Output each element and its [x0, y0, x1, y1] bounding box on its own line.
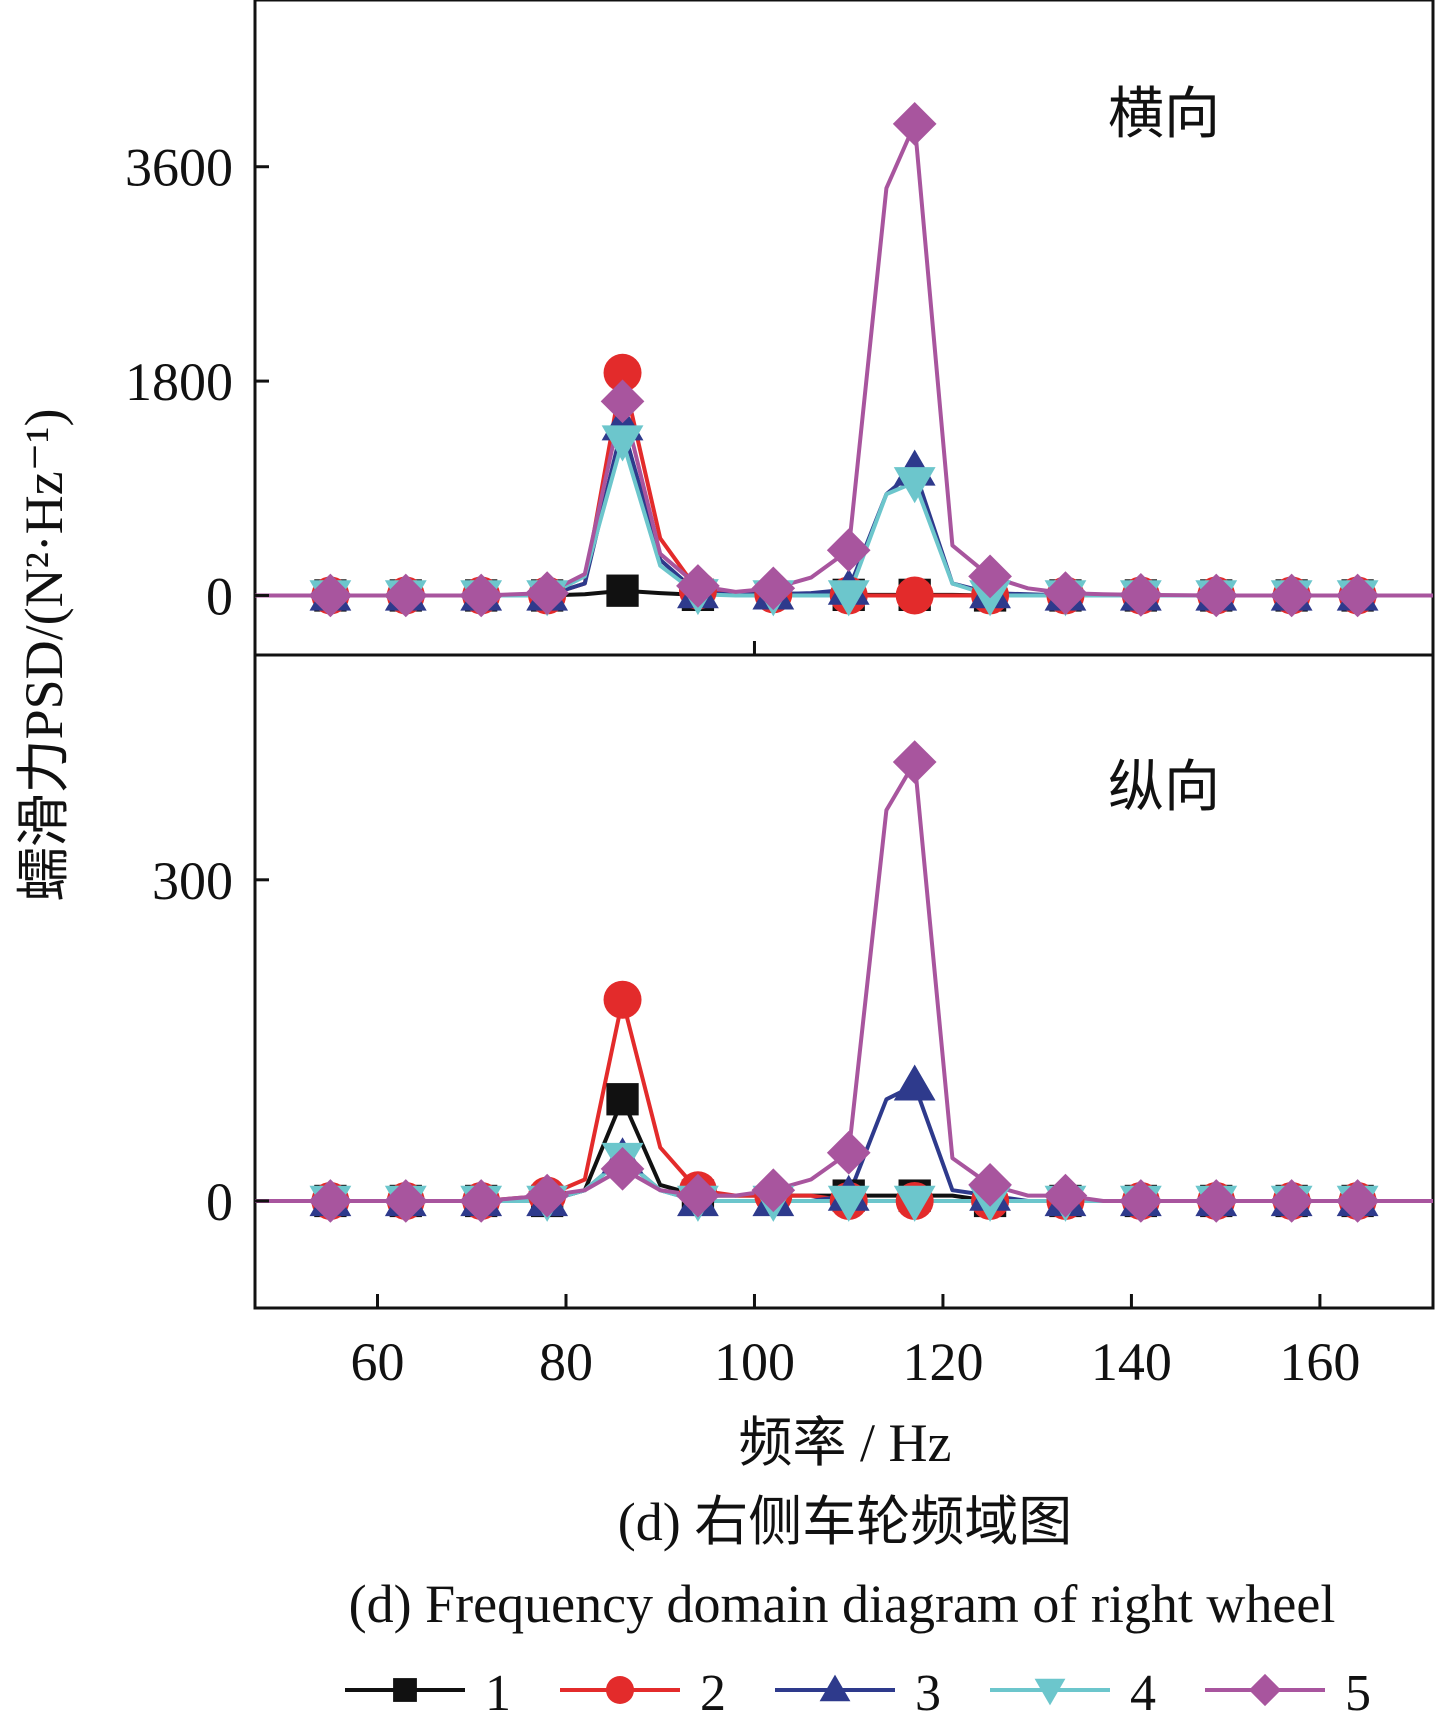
legend-marker-3 — [819, 1674, 851, 1702]
series-5-point — [383, 1179, 428, 1223]
series-3-point — [893, 1064, 936, 1101]
series-5-point — [1119, 573, 1163, 617]
series-5-point — [1269, 1179, 1314, 1223]
series-5-point — [1119, 1179, 1163, 1223]
series-2-point — [895, 576, 934, 615]
legend-label-5: 5 — [1345, 1665, 1371, 1719]
series-2-line — [255, 997, 1433, 1203]
series-1-point — [606, 574, 639, 607]
series-2-point — [603, 980, 642, 1019]
caption-english: (d) Frequency domain diagram of right wh… — [349, 1574, 1336, 1634]
series-4-line — [255, 438, 1433, 598]
series-5-point — [826, 1130, 871, 1175]
legend-marker-2 — [606, 1676, 634, 1704]
series-5-point — [1194, 1179, 1239, 1223]
x-tick-label: 120 — [902, 1332, 983, 1392]
caption-chinese: (d) 右侧车轮频域图 — [618, 1492, 1072, 1552]
series-5-point — [1043, 571, 1088, 615]
series-2-point — [603, 353, 642, 392]
bottom-panel-label: 纵向 — [1108, 755, 1220, 820]
series-5-point — [525, 1173, 569, 1218]
series-4-point — [893, 467, 936, 504]
series-5-line — [255, 760, 1433, 1203]
series-5-point — [968, 554, 1012, 599]
series-5-point — [892, 102, 937, 146]
y-tick-label: 0 — [206, 1172, 233, 1232]
series-5-point — [751, 1168, 796, 1213]
axes-ticks: 0 1800 3600 0 300 60 80 100 120 140 160 — [125, 138, 1360, 1392]
y-axis-title: 蠕滑力PSD/(N²·Hz⁻¹) — [14, 409, 74, 902]
y-tick-label: 1800 — [125, 352, 233, 412]
series-5-point — [1194, 573, 1239, 618]
series-5-point — [1269, 573, 1314, 618]
y-tick-label: 0 — [206, 566, 233, 626]
y-tick-label: 3600 — [125, 138, 233, 198]
legend-marker-1 — [393, 1678, 417, 1702]
x-tick-label: 140 — [1091, 1332, 1172, 1392]
x-tick-label: 160 — [1279, 1332, 1360, 1392]
series-5-point — [308, 1179, 353, 1223]
series-5-point — [676, 564, 720, 608]
series-4-point — [893, 1185, 936, 1222]
series-4-point — [827, 1185, 870, 1222]
top-panel-plot — [255, 102, 1433, 618]
series-4-point — [827, 580, 870, 617]
series-5-point — [1335, 1179, 1380, 1223]
series-5-point — [892, 740, 937, 784]
series-5-point — [459, 1179, 504, 1223]
series-5-point — [968, 1163, 1012, 1207]
series-5-point — [600, 379, 645, 424]
x-axis-title: 频率 / Hz — [739, 1413, 952, 1473]
series-5-point — [1043, 1173, 1088, 1218]
legend: 1 2 3 4 5 — [345, 1665, 1371, 1719]
series-5-point — [459, 573, 504, 618]
series-4-point — [969, 580, 1011, 617]
legend-marker-4 — [1034, 1678, 1066, 1706]
series-5-point — [600, 1146, 645, 1191]
series-5-line — [255, 121, 1433, 598]
y-tick-label: 300 — [152, 851, 233, 911]
series-5-point — [676, 1173, 720, 1218]
series-5-point — [525, 571, 569, 615]
x-tick-label: 80 — [539, 1332, 593, 1392]
legend-label-3: 3 — [915, 1665, 941, 1719]
series-5-point — [751, 566, 796, 611]
top-panel-label: 横向 — [1108, 82, 1220, 147]
series-5-point — [1335, 573, 1380, 618]
legend-marker-5 — [1248, 1673, 1282, 1707]
series-5-point — [383, 573, 428, 618]
series-3-line — [255, 423, 1433, 598]
series-1-point — [606, 1083, 639, 1116]
bottom-panel-plot — [255, 740, 1433, 1223]
series-5-point — [308, 573, 353, 618]
bottom-panel-frame — [253, 653, 1435, 1310]
x-tick-label: 100 — [714, 1332, 795, 1392]
x-tick-label: 60 — [351, 1332, 405, 1392]
legend-label-4: 4 — [1130, 1665, 1156, 1719]
legend-label-1: 1 — [485, 1665, 511, 1719]
legend-label-2: 2 — [700, 1665, 726, 1719]
series-5-point — [826, 528, 871, 573]
series-4-point — [601, 425, 644, 462]
